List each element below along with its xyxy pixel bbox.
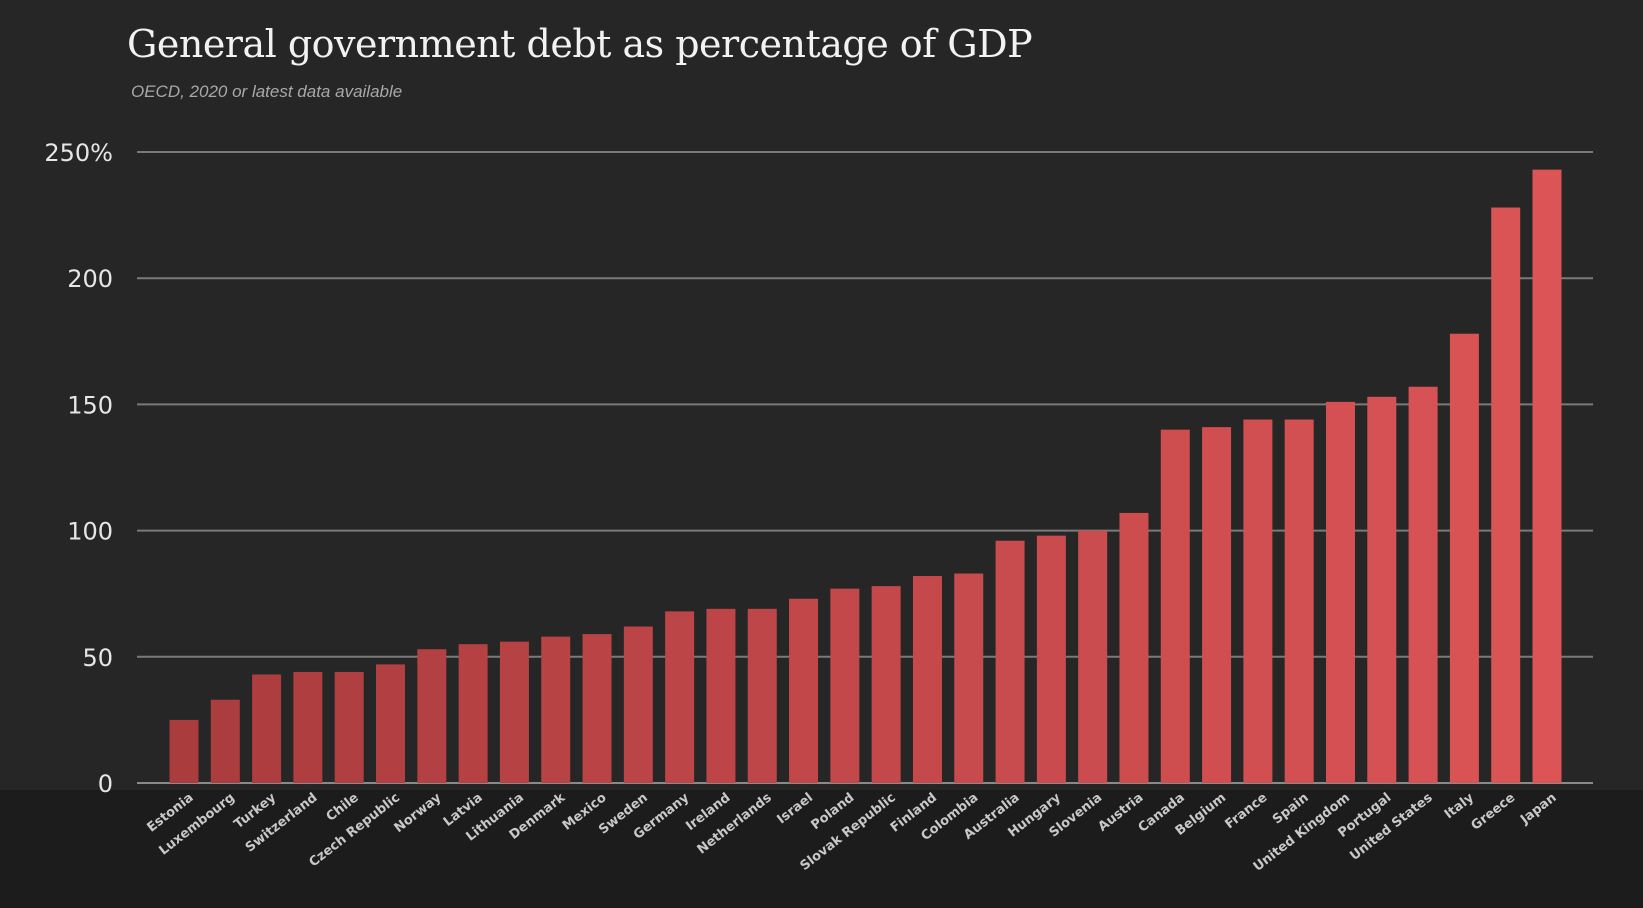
bar-israel (789, 598, 819, 783)
bar-greece (1491, 207, 1521, 783)
bar-united-kingdom (1325, 401, 1355, 783)
bar-poland (830, 588, 860, 783)
bar-spain (1284, 419, 1314, 783)
bar-austria (1119, 512, 1149, 783)
bar-japan (1532, 169, 1562, 784)
y-tick-label: 150 (67, 391, 113, 419)
x-tick-label: Greece (1469, 790, 1519, 833)
bar-mexico (582, 634, 612, 783)
bar-colombia (954, 573, 984, 783)
bar-united-states (1408, 386, 1438, 783)
chart-background-lower (0, 790, 1643, 908)
y-tick-label: 100 (67, 518, 113, 546)
bar-ireland (706, 608, 736, 783)
bars (169, 169, 1562, 784)
y-tick-label: 50 (82, 644, 113, 672)
y-tick-label: 200 (67, 265, 113, 293)
bar-portugal (1367, 396, 1397, 783)
bar-australia (995, 540, 1025, 783)
bar-netherlands (747, 608, 777, 783)
bar-italy (1449, 333, 1479, 783)
bar-finland (912, 576, 942, 783)
bar-czech-republic (376, 664, 406, 783)
y-axis-ticks: 0 50 100 150 200 250% (44, 139, 113, 798)
bar-estonia (169, 719, 199, 783)
x-tick-label: France (1222, 790, 1270, 832)
bar-germany (665, 611, 695, 783)
bar-hungary (1036, 535, 1066, 783)
bar-lithuania (499, 641, 529, 783)
x-tick-label: Luxembourg (156, 790, 237, 858)
bar-chile (334, 671, 364, 783)
bar-turkey (252, 674, 282, 783)
bar-switzerland (293, 671, 323, 783)
bar-sweden (623, 626, 653, 783)
bar-denmark (541, 636, 571, 783)
bar-slovenia (1078, 530, 1108, 783)
bar-canada (1160, 429, 1190, 783)
x-tick-label: Netherlands (695, 790, 775, 857)
chart-title: General government debt as percentage of… (127, 22, 1033, 66)
x-tick-label: Japan (1517, 790, 1559, 828)
bar-belgium (1202, 427, 1232, 783)
x-tick-label: Italy (1442, 790, 1477, 822)
bar-luxembourg (210, 699, 240, 783)
bar-france (1243, 419, 1273, 783)
bar-latvia (458, 644, 488, 783)
x-tick-label: Switzerland (243, 790, 321, 855)
chart-subtitle: OECD, 2020 or latest data available (131, 82, 403, 101)
y-tick-label: 0 (98, 770, 113, 798)
bar-norway (417, 649, 447, 783)
y-tick-label: 250% (44, 139, 113, 167)
bar-slovak-republic (871, 586, 901, 783)
x-tick-label: Norway (392, 790, 445, 836)
